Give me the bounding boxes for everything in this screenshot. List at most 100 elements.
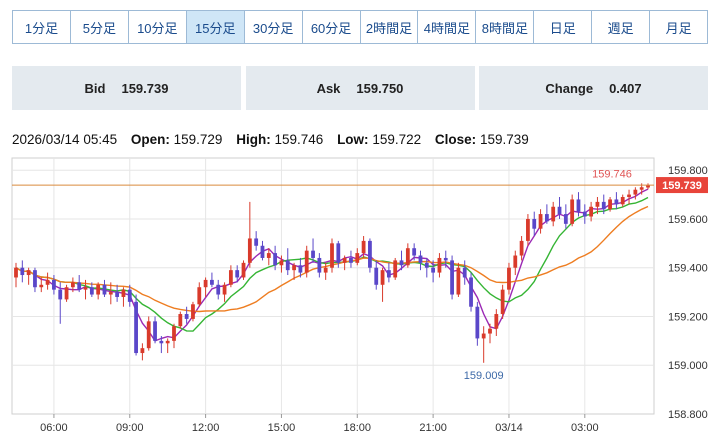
candle-body <box>298 265 303 273</box>
candle-body <box>70 282 75 288</box>
timeframe-tab[interactable]: 週足 <box>592 11 651 43</box>
plot-frame <box>11 157 655 415</box>
candle-body <box>469 277 473 307</box>
candle-body <box>494 314 499 329</box>
timeframe-tab[interactable]: 1分足 <box>13 11 71 43</box>
candle-body <box>216 284 221 295</box>
y-tick-label: 159.200 <box>668 311 708 323</box>
bid-box: Bid 159.739 <box>12 66 241 110</box>
candle-body <box>456 267 461 295</box>
bid-label: Bid <box>84 80 106 96</box>
y-tick-label: 159.400 <box>668 263 708 275</box>
ohlc-readout: 2026/03/14 05:45 Open: 159.729 High: 159… <box>12 132 529 147</box>
close-value: 159.739 <box>479 132 529 147</box>
candle-body <box>608 199 612 210</box>
candle-body <box>228 270 233 285</box>
bid-value: 159.739 <box>121 80 169 96</box>
close-label: Close: <box>434 132 477 147</box>
candle-body <box>20 267 25 276</box>
candle-body <box>89 287 94 295</box>
timeframe-tab[interactable]: 4時間足 <box>418 11 477 43</box>
candle-body <box>633 189 638 195</box>
x-tick-label: 03/14 <box>495 422 523 433</box>
quote-bar: Bid 159.739 Ask 159.750 Change 0.407 <box>12 66 708 110</box>
candle-body <box>361 240 366 254</box>
candle-body <box>500 289 505 315</box>
timeframe-tab[interactable]: 60分足 <box>303 11 361 43</box>
candle-body <box>532 218 537 229</box>
candle-body <box>475 306 480 339</box>
candle-body <box>197 287 202 305</box>
candle-body <box>52 279 56 290</box>
candle-body <box>424 262 429 268</box>
low-value: 159.722 <box>372 132 422 147</box>
candle-body <box>26 270 31 276</box>
candle-body <box>519 240 524 256</box>
ask-value: 159.750 <box>356 80 404 96</box>
candle-body <box>399 260 404 266</box>
candle-body <box>96 284 101 295</box>
candle-body <box>64 287 69 300</box>
timeframe-tab[interactable]: 2時間足 <box>361 11 419 43</box>
candle-body <box>507 267 511 290</box>
candle-body <box>570 199 575 224</box>
candle-body <box>646 185 650 188</box>
y-tick-label: 158.800 <box>668 409 708 421</box>
candle-body <box>33 270 37 288</box>
high-label: High: <box>236 132 271 147</box>
candle-body <box>355 253 360 263</box>
candle-body <box>368 240 372 268</box>
candle-body <box>39 284 44 288</box>
timeframe-tab[interactable]: 5分足 <box>71 11 129 43</box>
candle-body <box>285 260 290 271</box>
timeframe-tab[interactable]: 15分足 <box>186 11 245 43</box>
candle-body <box>620 197 625 205</box>
candle-body <box>241 262 246 278</box>
candle-body <box>172 326 176 341</box>
ohlc-datetime: 2026/03/14 05:45 <box>12 132 118 147</box>
ask-label: Ask <box>316 80 341 96</box>
candle-body <box>210 279 214 285</box>
candle-body <box>526 218 530 241</box>
candle-body <box>393 260 398 278</box>
ask-box: Ask 159.750 <box>245 66 475 110</box>
candle-body <box>513 255 518 268</box>
candle-body <box>311 250 315 258</box>
candle-body <box>266 253 271 258</box>
candle-body <box>595 201 600 207</box>
candle-body <box>203 279 208 288</box>
candle-body <box>127 289 132 302</box>
candle-body <box>488 328 492 334</box>
timeframe-tab[interactable]: 10分足 <box>129 11 187 43</box>
timeframe-tab[interactable]: 日足 <box>534 11 593 43</box>
timeframe-tab[interactable]: 8時間足 <box>476 11 535 43</box>
candle-body <box>134 301 138 354</box>
candle-body <box>405 248 410 266</box>
candle-body <box>58 289 63 300</box>
timeframe-tab[interactable]: 30分足 <box>245 11 303 43</box>
candle-body <box>323 267 328 273</box>
candle-body <box>191 304 195 319</box>
x-tick-label: 18:00 <box>344 422 372 433</box>
candle-body <box>443 257 448 261</box>
high-value: 159.746 <box>274 132 324 147</box>
candle-body <box>77 282 82 290</box>
candle-body <box>576 199 581 212</box>
x-tick-label: 03:00 <box>571 422 599 433</box>
timeframe-tab[interactable]: 月足 <box>665 20 692 36</box>
candle-body <box>153 321 157 341</box>
x-tick-label: 15:00 <box>268 422 296 433</box>
candle-body <box>102 284 107 295</box>
open-value: 159.729 <box>173 132 223 147</box>
change-label: Change <box>545 80 594 96</box>
candle-body <box>342 257 347 263</box>
candle-body <box>108 292 113 295</box>
min-annotation: 159.009 <box>464 370 504 382</box>
candle-body <box>538 214 543 229</box>
candlestick-chart[interactable]: 159.800 159.600 159.400 159.200 159.000 158.8… <box>0 150 720 433</box>
candle-body <box>437 257 442 273</box>
open-label: Open: <box>130 132 170 147</box>
x-tick-label: 06:00 <box>40 422 68 433</box>
candle-body <box>551 206 556 222</box>
candle-body <box>273 253 278 266</box>
